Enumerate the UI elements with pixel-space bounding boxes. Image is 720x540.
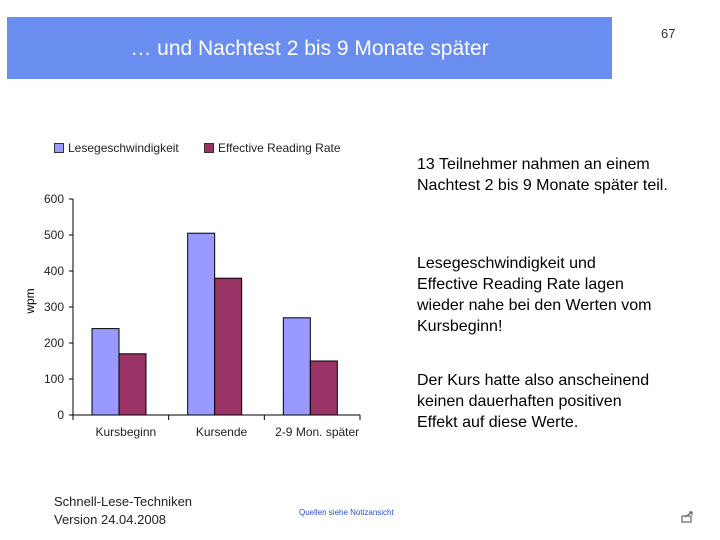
- page-number: 67: [661, 26, 676, 41]
- notes-link[interactable]: Quellen siehe Notizansicht: [299, 508, 394, 517]
- bar-effective-reading-rate: [309, 360, 338, 416]
- legend-swatch-1: [54, 143, 64, 153]
- return-arrow-icon[interactable]: [681, 511, 695, 523]
- y-tick-label: 0: [57, 408, 64, 422]
- legend-swatch-2: [204, 143, 214, 153]
- x-tick-label: Kursbeginn: [95, 425, 156, 439]
- slide-title: … und Nachtest 2 bis 9 Monate später: [130, 37, 489, 60]
- y-tick-label: 500: [44, 228, 64, 242]
- footer-version: Schnell-Lese-Techniken Version 24.04.200…: [54, 493, 192, 529]
- y-tick-label: 200: [44, 336, 64, 350]
- footer-date: Version 24.04.2008: [54, 512, 167, 527]
- bar-effective-reading-rate: [214, 277, 243, 416]
- side-paragraph-2: Lesegeschwindigkeit und Effective Readin…: [417, 255, 652, 335]
- y-tick-label: 400: [44, 264, 64, 278]
- y-tick-label: 100: [44, 372, 64, 386]
- legend-item-1: Lesegeschwindigkeit: [54, 141, 179, 155]
- bar-lesegeschwindigkeit: [91, 328, 120, 416]
- side-paragraph-3: Der Kurs hatte also anscheinend keinen d…: [417, 372, 650, 431]
- x-tick-label: 2-9 Mon. später: [275, 425, 359, 439]
- side-paragraph-1: 13 Teilnehmer nahmen an einem Nachtest 2…: [417, 156, 668, 194]
- x-tick-label: Kursende: [196, 425, 248, 439]
- title-bar: … und Nachtest 2 bis 9 Monate später: [7, 17, 612, 79]
- bar-effective-reading-rate: [118, 353, 147, 416]
- legend-label-1: Lesegeschwindigkeit: [68, 141, 179, 155]
- y-tick-label: 300: [44, 300, 64, 314]
- y-axis-label: wpm: [23, 288, 37, 314]
- legend-label-2: Effective Reading Rate: [218, 141, 341, 155]
- legend-item-2: Effective Reading Rate: [204, 141, 341, 155]
- y-tick-label: 600: [44, 192, 64, 206]
- bar-lesegeschwindigkeit: [187, 232, 216, 416]
- footer-title: Schnell-Lese-Techniken: [54, 494, 193, 509]
- bar-lesegeschwindigkeit: [282, 317, 311, 416]
